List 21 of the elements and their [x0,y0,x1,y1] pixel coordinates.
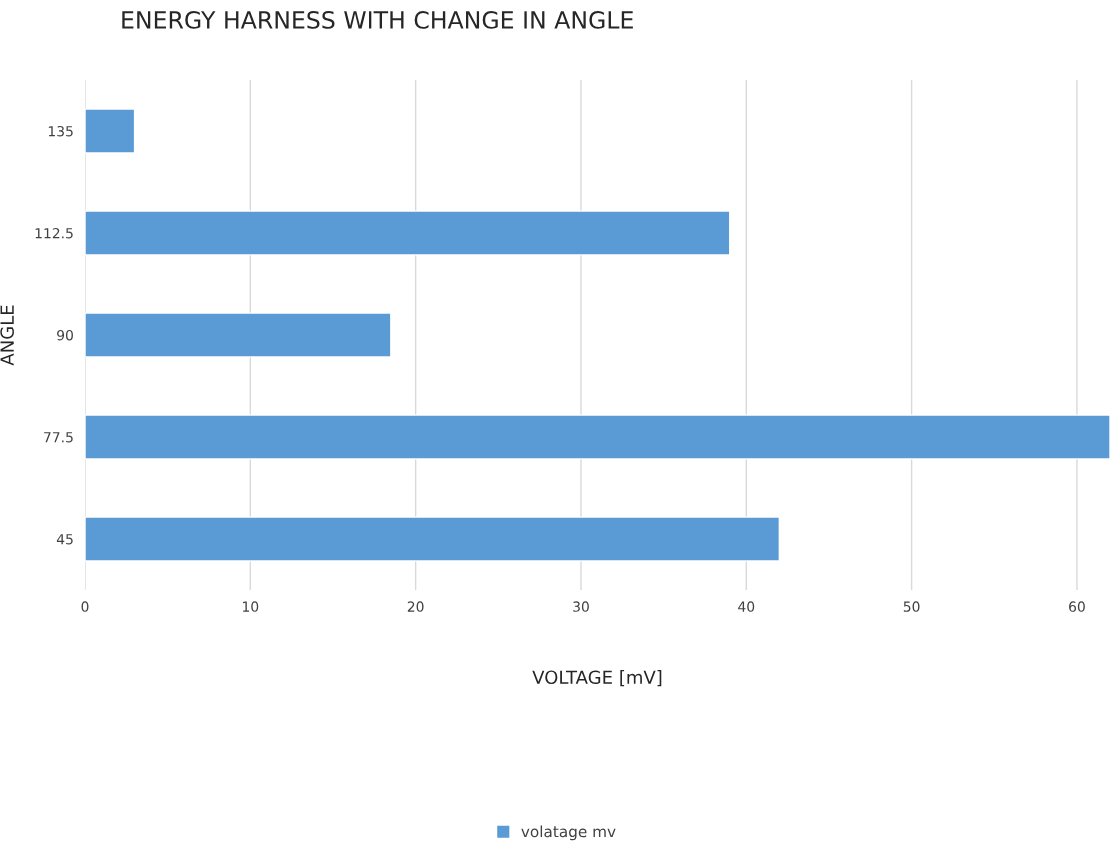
x-tick-label: 50 [903,601,920,612]
y-tick-label: 135 [48,125,73,137]
bar [85,312,392,358]
bar [85,414,1110,460]
bar [85,108,136,154]
chart-title: ENERGY HARNESS WITH CHANGE IN ANGLE [122,10,633,29]
y-tick-label: 77.5 [44,432,73,443]
x-tick-label: 10 [243,601,259,612]
y-axis-title: ANGLE [0,305,14,366]
x-tick-label: 0 [81,601,89,612]
x-tick-label: 30 [573,601,589,612]
legend-label: volatage mv [521,825,616,841]
bar [85,516,781,562]
x-tick-label: 20 [407,601,424,612]
y-tick-label: 90 [57,329,73,341]
bar [85,210,731,256]
y-tick-label: 45 [56,534,73,545]
x-axis-title: VOLTAGE [mV] [532,670,662,687]
y-tick-label: 112.5 [35,227,73,239]
x-tick-label: 40 [738,601,755,612]
x-tick-label: 60 [1069,601,1085,612]
